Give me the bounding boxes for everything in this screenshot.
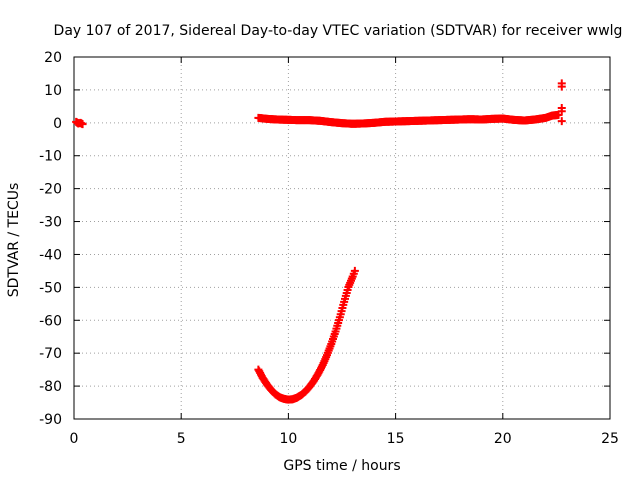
data-point (350, 266, 359, 275)
x-tick-label: 5 (177, 431, 186, 447)
y-tick-label: -70 (39, 346, 62, 362)
y-axis-label: SDTVAR / TECUs (6, 183, 22, 298)
x-tick-label: 0 (70, 431, 79, 447)
data-marks (72, 79, 566, 404)
y-tick-label: -50 (39, 280, 62, 296)
y-tick-label: -80 (39, 379, 62, 395)
x-axis-label: GPS time / hours (283, 458, 400, 474)
y-tick-label: -30 (39, 215, 62, 231)
x-tick-label: 15 (387, 431, 405, 447)
plot-frame (73, 56, 611, 420)
x-tick-label: 20 (494, 431, 512, 447)
data-point (557, 107, 566, 116)
x-tick-label: 10 (279, 431, 297, 447)
grid-lines (74, 57, 610, 419)
y-tick-label: -60 (39, 313, 62, 329)
y-tick-label: -90 (39, 412, 62, 428)
data-point (557, 82, 566, 91)
chart-title: Day 107 of 2017, Sidereal Day-to-day VTE… (54, 23, 623, 39)
axis-ticks: 0 5 10 15 20 25 20 10 0 -10 -20 -30 -40 -50 -60 -70 -80 -… (39, 50, 619, 447)
y-tick-label: 0 (53, 116, 62, 132)
y-tick-label: 20 (44, 50, 62, 66)
y-tick-label: -40 (39, 247, 62, 263)
y-tick-label: -10 (39, 149, 62, 165)
data-point (557, 117, 566, 126)
data-point (78, 120, 87, 129)
x-tick-label: 25 (601, 431, 619, 447)
y-tick-label: -20 (39, 182, 62, 198)
y-tick-label: 10 (44, 83, 62, 99)
